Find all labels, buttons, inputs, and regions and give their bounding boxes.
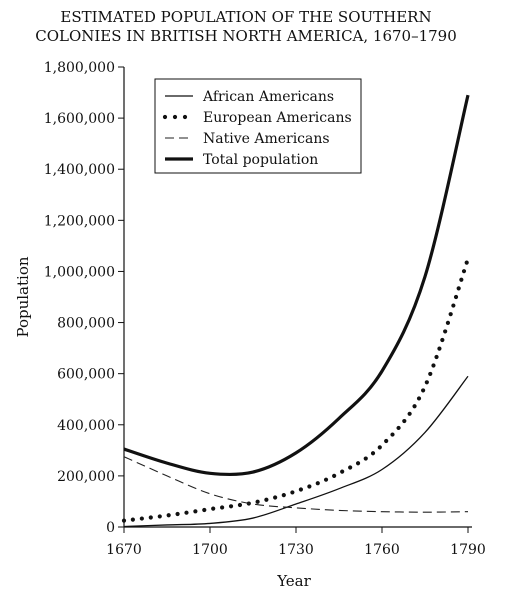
series-line-total-population [123, 94, 470, 477]
chart-title-line-1: ESTIMATED POPULATION OF THE SOUTHERN [60, 8, 431, 26]
y-tick-label: 1,000,000 [44, 264, 115, 280]
series-line-african-americans [123, 375, 469, 528]
x-tick-label: 1730 [278, 542, 314, 558]
series-line-native-americans [123, 456, 469, 513]
y-tick-label: 1,400,000 [44, 162, 115, 178]
legend: African Americans European Americans Nativ… [154, 78, 362, 174]
x-tick-label: 1700 [192, 542, 228, 558]
legend-label: European Americans [203, 110, 352, 126]
y-tick-label: 1,800,000 [44, 60, 115, 76]
y-tick-label: 1,600,000 [44, 111, 115, 127]
x-axis: 1670 1700 1730 1760 1790 [106, 526, 486, 558]
y-axis-label: Population [14, 256, 32, 337]
legend-label: Total population [203, 152, 318, 168]
y-tick-label: 400,000 [57, 418, 115, 434]
y-tick-label: 200,000 [57, 469, 115, 485]
y-tick-label: 1,200,000 [44, 213, 115, 229]
y-tick-label: 800,000 [57, 316, 115, 332]
y-axis: 0 200,000 400,000 600,000 800,000 1,000,000 1,… [44, 60, 125, 536]
y-tick-label: 0 [106, 520, 115, 536]
x-tick-label: 1760 [364, 542, 400, 558]
series-layer [121, 94, 471, 528]
x-tick-label: 1670 [106, 542, 142, 558]
x-axis-label: Year [276, 572, 311, 590]
legend-label: Native Americans [203, 131, 330, 147]
legend-label: African Americans [202, 89, 334, 105]
chart-title-line-2: COLONIES IN BRITISH NORTH AMERICA, 1670–… [35, 27, 457, 45]
y-tick-label: 600,000 [57, 367, 115, 383]
x-tick-label: 1790 [450, 542, 486, 558]
legend-box [154, 78, 362, 174]
